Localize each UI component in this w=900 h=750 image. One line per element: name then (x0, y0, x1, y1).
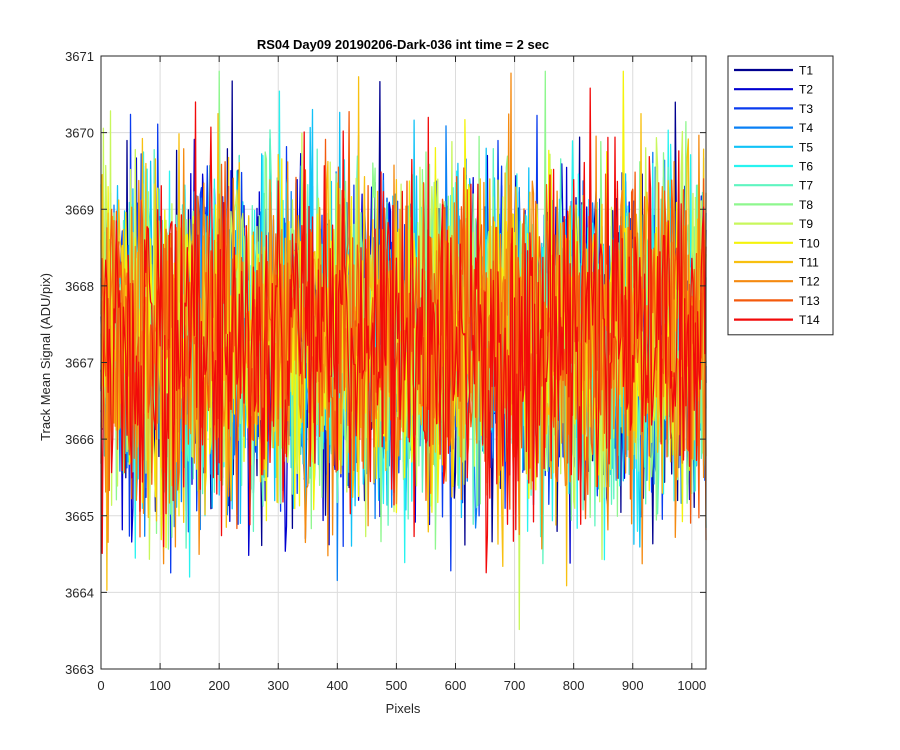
x-tick-label: 200 (208, 678, 230, 693)
legend-box (727, 55, 834, 336)
y-tick-label: 3669 (65, 202, 94, 217)
x-axis-ticks: 0 100 200 300 400 500 600 700 800 900 1000 (97, 56, 706, 693)
legend-label: T13 (799, 294, 820, 308)
y-tick-label: 3663 (65, 662, 94, 677)
y-axis-label: Track Mean Signal (ADU/pix) (38, 273, 53, 441)
x-axis-label: Pixels (386, 701, 421, 716)
legend-label: T2 (799, 83, 813, 97)
x-tick-label: 1000 (677, 678, 706, 693)
legend-label: T11 (799, 256, 819, 270)
y-tick-label: 3665 (65, 509, 94, 524)
x-tick-label: 300 (267, 678, 289, 693)
legend-label: T5 (799, 140, 813, 154)
y-axis-ticks: 3663 3664 3665 3666 3667 3668 3669 3670 3671 (65, 49, 706, 677)
legend-label: T9 (799, 217, 813, 231)
legend-label: T14 (799, 313, 820, 327)
x-tick-label: 700 (504, 678, 526, 693)
x-tick-label: 900 (622, 678, 644, 693)
x-tick-label: 600 (445, 678, 467, 693)
legend-label: T3 (799, 102, 813, 116)
x-tick-label: 500 (386, 678, 408, 693)
y-tick-label: 3668 (65, 279, 94, 294)
series-line-t14 (100, 87, 707, 574)
legend-label: T10 (799, 236, 820, 250)
x-tick-label: 100 (149, 678, 171, 693)
y-tick-label: 3666 (65, 432, 94, 447)
plot-axes: 0 100 200 300 400 500 600 700 800 900 1000 3663366… (65, 49, 707, 693)
legend-label: T1 (799, 64, 813, 78)
series-lines (100, 70, 707, 631)
x-tick-label: 400 (326, 678, 348, 693)
y-tick-label: 3664 (65, 585, 94, 600)
y-tick-label: 3670 (65, 126, 94, 141)
x-tick-label: 0 (97, 678, 104, 693)
y-tick-label: 3671 (65, 49, 94, 64)
chart-title: RS04 Day09 20190206-Dark-036 int time = … (257, 37, 549, 52)
legend-label: T6 (799, 160, 813, 174)
legend-label: T8 (799, 198, 813, 212)
legend-label: T12 (799, 275, 820, 289)
legend-label: T7 (799, 179, 813, 193)
y-tick-label: 3667 (65, 356, 94, 371)
legend: T1 T2 T3 T4 T5 T6 T7 T8 T9 T10 T11 T12 T13 T14 (727, 55, 834, 336)
x-tick-label: 800 (563, 678, 585, 693)
legend-label: T4 (799, 121, 813, 135)
